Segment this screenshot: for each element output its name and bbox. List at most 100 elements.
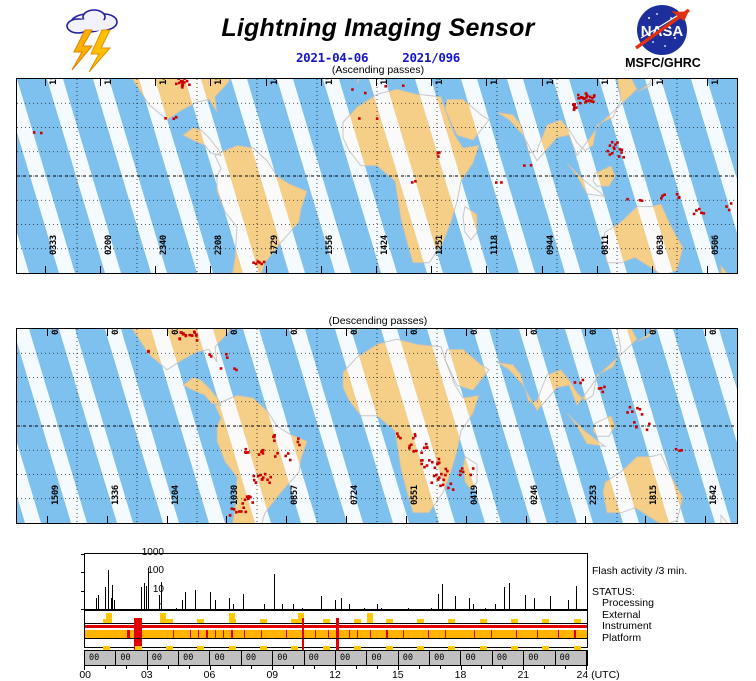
map-tick-top — [525, 329, 527, 336]
flash-bar — [282, 603, 283, 609]
status-strip[interactable] — [84, 610, 588, 652]
map-tick-label-top: 0309 — [51, 329, 61, 335]
time-axis-tick — [523, 666, 525, 670]
map-tick-label-top: 0330 — [230, 329, 240, 335]
flash-bar — [381, 608, 382, 609]
y-axis-label: 1 — [158, 602, 164, 613]
y-axis-tick — [81, 572, 85, 574]
map-tick-label-top: 0236 — [111, 329, 121, 335]
status-mark — [322, 619, 330, 623]
status-mark — [479, 619, 487, 623]
map-tick-label-top: 0251 — [410, 329, 420, 335]
y-axis-label: 10 — [152, 583, 164, 595]
flash-bar — [575, 586, 577, 609]
orbit-cell-label: 00 — [559, 653, 570, 663]
orbit-cell[interactable]: 00 — [116, 651, 148, 665]
map-tick-bottom — [44, 266, 46, 273]
nasa-wordmark: NASA — [641, 23, 684, 40]
orbit-cell-label: 00 — [308, 653, 319, 663]
status-mark — [260, 619, 268, 623]
orbit-cell[interactable]: 00 — [336, 651, 368, 665]
orbit-cell-label: 00 — [340, 653, 351, 663]
flash-bar — [441, 584, 443, 609]
orbit-cell[interactable]: 00 — [148, 651, 180, 665]
map-tick-top — [405, 329, 407, 336]
orbit-cell-strip[interactable]: 00 00 00 00 00 00 00 00 00 00 00 00 00 00 00 00 — [84, 650, 588, 666]
instrument-anomaly-mark — [474, 630, 476, 638]
instrument-anomaly-mark — [327, 630, 329, 638]
flash-bar — [146, 586, 148, 609]
instrument-anomaly-mark — [223, 630, 225, 638]
map-tick-top — [286, 329, 288, 336]
status-row-platform — [85, 638, 587, 650]
map-tick-label-bottom: 1336 — [110, 485, 121, 505]
map-tick-top — [541, 79, 543, 86]
map-tick-bottom — [320, 266, 322, 273]
orbit-cell[interactable]: 00 — [430, 651, 462, 665]
status-mark — [448, 619, 456, 623]
map-tick-label-bottom: 0246 — [529, 485, 540, 505]
map-descending-passes[interactable]: 0309 0236 0304 0330 0257 0324 0251 0319 0246 0253… — [16, 328, 738, 524]
legend-status-heading: STATUS: — [592, 585, 635, 598]
instrument-anomaly-mark — [490, 630, 493, 638]
map-tick-label-top: 1429 — [270, 79, 280, 85]
map-tick-label-bottom: 2208 — [214, 235, 225, 255]
flash-activity-plot[interactable] — [81, 553, 588, 610]
flash-bar — [341, 598, 343, 609]
map-tick-label-top: 0257 — [290, 329, 300, 335]
instrument-anomaly-mark — [557, 630, 560, 638]
flash-bar — [468, 598, 470, 609]
orbit-cell[interactable]: 00 — [399, 651, 431, 665]
flash-bar — [104, 586, 106, 609]
flash-bar — [484, 608, 486, 609]
orbit-cell[interactable]: 00 — [556, 651, 587, 665]
map-tick-label-bottom: 1509 — [50, 485, 61, 505]
orbit-cell[interactable]: 00 — [179, 651, 211, 665]
map-tick-label-bottom: 1556 — [324, 235, 335, 255]
orbit-cell[interactable]: 00 — [273, 651, 305, 665]
map-tick-bottom — [265, 266, 267, 273]
map-tick-bottom — [525, 516, 527, 523]
orbit-cell-label: 00 — [214, 653, 225, 663]
orbit-cell[interactable]: 00 — [85, 651, 117, 665]
flash-bar — [185, 592, 186, 609]
page-title: Lightning Imaging Sensor — [221, 14, 535, 42]
status-mark — [416, 646, 424, 650]
orbit-cell[interactable]: 00 — [242, 651, 274, 665]
map-tick-label-bottom: 1030 — [230, 485, 241, 505]
time-axis-tick — [460, 666, 462, 670]
orbit-cell-label: 00 — [371, 653, 382, 663]
instrument-anomaly-mark — [206, 630, 208, 638]
orbit-cell[interactable]: 00 — [305, 651, 336, 665]
map-tick-top — [465, 329, 467, 336]
flash-bar — [473, 603, 474, 609]
time-axis-tick — [209, 666, 211, 670]
status-mark — [197, 619, 205, 623]
map-tick-top — [346, 329, 348, 336]
map-tick-top — [645, 329, 647, 336]
status-mark — [573, 646, 581, 650]
orbit-cell[interactable]: 00 — [524, 651, 556, 665]
orbit-cell-label: 00 — [120, 653, 131, 663]
orbit-cell[interactable]: 00 — [462, 651, 493, 665]
map-tick-top — [46, 329, 48, 336]
instrument-anomaly-mark — [356, 630, 359, 638]
time-axis-minor-tick — [502, 666, 504, 669]
flash-bar — [110, 598, 112, 609]
map-ascending-canvas — [17, 79, 737, 273]
ascending-caption: (Ascending passes) — [331, 64, 425, 76]
time-axis-label: 24 (UTC) — [576, 669, 620, 681]
flash-bar — [229, 598, 231, 609]
orbit-cell[interactable]: 00 — [493, 651, 525, 665]
flash-bar — [95, 598, 97, 609]
orbit-cell-label: 00 — [151, 653, 163, 663]
time-axis-minor-tick — [418, 666, 420, 669]
flash-bar — [533, 598, 535, 609]
orbit-cell[interactable]: 00 — [211, 651, 242, 665]
instrument-anomaly-mark — [189, 630, 191, 638]
map-tick-label-top: 1524 — [380, 79, 390, 85]
map-tick-bottom — [106, 516, 108, 523]
orbit-cell[interactable]: 00 — [367, 651, 399, 665]
